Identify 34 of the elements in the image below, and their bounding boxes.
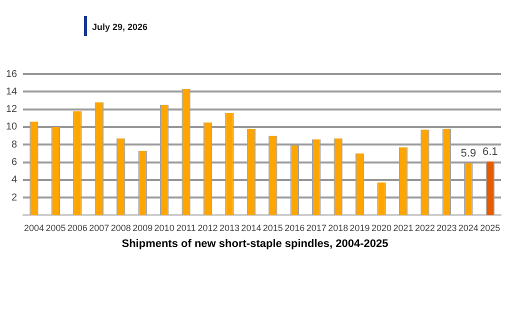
x-tick-label: 2019	[350, 223, 370, 234]
y-tick-label: 6	[12, 157, 18, 168]
x-tick-label: 2005	[46, 223, 66, 234]
y-tick-label: 14	[6, 86, 18, 98]
x-tick-label: 2007	[89, 223, 110, 234]
x-tick-label: 2023	[436, 223, 457, 234]
x-tick-label: 2015	[262, 223, 283, 234]
x-tick-label: 2011	[176, 223, 196, 234]
y-tick-label: 8	[12, 139, 18, 150]
y-tick-label: 12	[6, 104, 18, 116]
x-tick-label: 2025	[480, 223, 500, 234]
text: Shipments of new short-staple spindles, 2004-2025	[120, 238, 390, 250]
x-tick-label: 2017	[306, 223, 326, 234]
x-tick-label: 2009	[132, 223, 153, 234]
x-tick-label: 2016	[284, 223, 305, 234]
x-tick-label: 2014	[241, 223, 262, 234]
x-tick-label: 2013	[219, 223, 240, 234]
x-tick-label: 2022	[414, 223, 435, 234]
x-tick-label: 2020	[372, 223, 392, 234]
text: July 29, 2026	[92, 22, 148, 32]
x-tick-label: 2004	[24, 223, 44, 234]
y-tick-label: 4	[12, 174, 18, 186]
x-tick-label: 2021	[393, 223, 414, 234]
x-tick-label: 2008	[110, 223, 131, 234]
x-tick-label: 2006	[67, 223, 88, 234]
data-label: 6.1	[482, 146, 498, 158]
y-tick-label: 16	[6, 68, 18, 80]
x-tick-label: 2010	[154, 223, 174, 234]
x-tick-label: 2012	[198, 223, 218, 234]
x-tick-label: 2018	[328, 223, 348, 234]
y-tick-label: 10	[6, 122, 18, 133]
x-tick-label: 2024	[458, 223, 478, 234]
data-label: 5.9	[460, 148, 476, 160]
y-tick-label: 2	[12, 192, 18, 204]
